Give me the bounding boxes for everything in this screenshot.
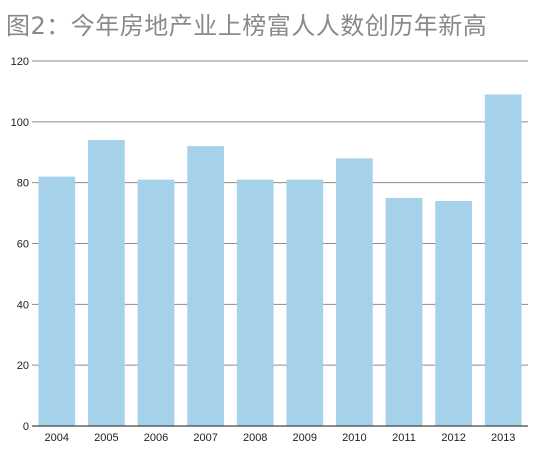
bar — [38, 176, 76, 426]
x-tick-label: 2011 — [392, 432, 416, 444]
x-tick-label: 2006 — [144, 432, 168, 444]
bar — [336, 158, 373, 427]
bar — [137, 179, 175, 426]
y-tick-label: 120 — [11, 56, 29, 68]
y-tick-label: 40 — [17, 299, 29, 311]
y-tick-label: 100 — [11, 117, 29, 129]
x-tick-label: 2004 — [45, 432, 69, 444]
y-tick-label: 60 — [17, 239, 29, 251]
bar — [435, 200, 472, 426]
bar — [236, 179, 274, 426]
x-tick-label: 2013 — [491, 432, 515, 444]
x-tick-label: 2007 — [193, 432, 217, 444]
x-tick-label: 2009 — [293, 432, 317, 444]
x-tick-label: 2008 — [243, 432, 267, 444]
chart-title: 图2：今年房地产业上榜富人人数创历年新高 — [6, 12, 488, 40]
bar — [286, 179, 324, 426]
x-tick-labels: 2004 2005 2006 2007 2008 2009 2010 2011 2012 2013 — [45, 432, 516, 444]
x-tick-label: 2010 — [342, 432, 366, 444]
y-tick-label: 80 — [17, 178, 29, 190]
bar — [484, 94, 522, 426]
y-tick-label: 0 — [23, 421, 29, 433]
bar — [187, 146, 224, 426]
bars — [38, 94, 522, 427]
y-tick-labels: 0 20 40 60 80 100 120 — [11, 56, 29, 433]
x-tick-label: 2005 — [94, 432, 118, 444]
y-tick-label: 20 — [17, 360, 29, 372]
x-tick-label: 2012 — [441, 432, 465, 444]
bar — [88, 140, 125, 427]
bar — [385, 197, 423, 426]
